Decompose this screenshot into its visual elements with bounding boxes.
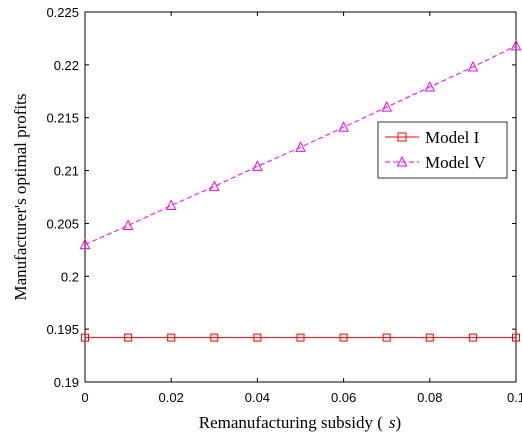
y-tick-label: 0.21 — [54, 164, 79, 179]
x-axis-title-close: ) — [396, 413, 402, 432]
x-tick-label: 0.04 — [245, 390, 270, 405]
y-axis-title: Manufacturer's optimal profits — [11, 93, 30, 300]
data-point-triangle — [295, 141, 306, 152]
data-point-triangle — [381, 101, 393, 112]
data-point-square — [425, 333, 434, 342]
y-tick-label: 0.195 — [46, 322, 79, 337]
data-point-square — [124, 333, 133, 342]
legend-box — [377, 121, 508, 179]
x-axis-ticks: 0 0.02 0.04 0.06 0.08 0.1 — [81, 12, 522, 405]
data-point-triangle — [208, 180, 220, 191]
data-point-square — [167, 333, 176, 342]
y-tick-label: 0.2 — [61, 269, 79, 284]
data-point-square — [253, 333, 262, 342]
x-axis-title-main: Remanufacturing subsidy ( — [199, 413, 383, 432]
x-tick-label: 0.06 — [331, 390, 356, 405]
data-point-triangle — [79, 238, 91, 250]
data-point-square — [339, 333, 348, 342]
y-tick-label: 0.225 — [46, 5, 79, 20]
x-tick-label: 0 — [81, 390, 88, 405]
legend: Model I Model V — [377, 121, 508, 179]
y-tick-label: 0.215 — [46, 111, 79, 126]
data-point-square — [468, 333, 477, 342]
y-tick-label: 0.19 — [54, 375, 79, 390]
x-axis-title-var: s — [389, 413, 396, 432]
x-axis-title: Remanufacturing subsidy ( s) — [199, 413, 401, 432]
data-point-triangle — [122, 219, 134, 231]
data-point-triangle — [467, 60, 479, 72]
data-point-triangle — [510, 39, 522, 51]
plot-area — [84, 11, 517, 383]
legend-marker-triangle — [396, 155, 408, 167]
series-layer — [79, 39, 522, 342]
data-point-triangle — [424, 80, 436, 92]
data-point-square — [210, 333, 219, 342]
legend-marker-square — [397, 132, 407, 142]
y-axis-ticks: 0.19 0.195 0.2 0.205 0.21 0.215 0.22 0.225 — [46, 5, 516, 390]
y-tick-label: 0.22 — [54, 58, 79, 73]
x-tick-label: 0.08 — [417, 390, 442, 405]
data-point-square — [512, 333, 520, 342]
data-point-square — [382, 333, 391, 342]
data-point-square — [296, 333, 305, 342]
y-tick-label: 0.205 — [46, 216, 79, 231]
series-line — [84, 45, 517, 246]
data-point-triangle — [338, 121, 349, 132]
data-point-square — [81, 333, 89, 342]
x-tick-label: 0.1 — [507, 390, 522, 405]
legend-label-model-v: Model V — [425, 153, 486, 172]
x-tick-label: 0.02 — [159, 390, 184, 405]
data-point-triangle — [165, 199, 177, 210]
data-point-triangle — [252, 160, 263, 171]
legend-label-model-i: Model I — [425, 128, 480, 147]
